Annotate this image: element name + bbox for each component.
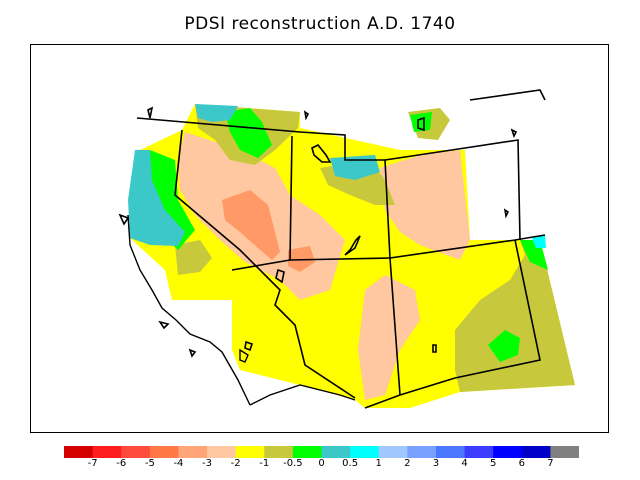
pdsi-region-moderate-dry-south	[358, 275, 420, 400]
legend-swatch	[149, 446, 179, 458]
legend-tick-label: -1	[259, 458, 270, 469]
pdsi-region-moderate-dry-east	[380, 150, 470, 260]
legend-swatch	[435, 446, 466, 458]
legend-tick-labels: -7 -6 -5 -4 -3 -2 -1 -0.5 0 0.5 1 2 3 4 5 6 7	[0, 458, 640, 474]
legend-swatch	[378, 446, 408, 458]
pdsi-region-wet-north	[330, 155, 380, 180]
legend-swatch	[64, 446, 94, 458]
legend-swatch	[350, 446, 380, 458]
lakes-and-islands	[118, 106, 518, 358]
legend-tick-label: -3	[202, 458, 213, 469]
legend-swatch	[235, 446, 265, 458]
legend-tick-label: -4	[173, 458, 184, 469]
legend-tick-label: 1	[375, 458, 382, 469]
legend-swatch	[493, 446, 523, 458]
legend-tick-label: 3	[432, 458, 440, 469]
pdsi-region-wet-nw	[195, 104, 238, 122]
chart-title: PDSI reconstruction A.D. 1740	[184, 14, 456, 34]
pdsi-region-wet-coast	[128, 150, 185, 246]
pdsi-region-wet-sliver	[532, 235, 546, 248]
legend-tick-label: -0.5	[283, 458, 303, 469]
pdsi-region-olive-se	[455, 240, 575, 392]
pdsi-map	[118, 89, 575, 409]
legend-tick-label: -6	[116, 458, 127, 469]
legend-swatch	[92, 446, 122, 458]
legend-tick-label: 5	[489, 458, 497, 469]
legend-swatch	[264, 446, 294, 458]
legend-tick-label: 0	[318, 458, 325, 469]
legend-swatch	[550, 446, 579, 458]
legend-swatch	[521, 446, 551, 458]
legend-swatch	[121, 446, 151, 458]
legend-swatch	[207, 446, 237, 458]
pdsi-region-dry-core	[222, 190, 280, 260]
legend-tick-label: -5	[144, 458, 155, 469]
coastline	[127, 214, 356, 406]
legend-tick-label: 6	[518, 458, 525, 469]
state-boundaries	[136, 89, 546, 409]
pdsi-region-olive-west	[175, 240, 212, 275]
legend-swatch	[292, 446, 322, 458]
color-legend	[64, 446, 579, 458]
legend-tick-label: 2	[404, 458, 411, 469]
legend-swatch	[407, 446, 437, 458]
legend-tick-label: 4	[461, 458, 468, 469]
legend-tick-label: -7	[87, 458, 98, 469]
legend-swatch	[321, 446, 351, 458]
legend-tick-label: -2	[230, 458, 241, 469]
pdsi-region-green-se	[488, 330, 520, 362]
legend-tick-label: 0.5	[342, 458, 359, 469]
legend-swatch	[464, 446, 494, 458]
legend-tick-label: 7	[547, 458, 554, 469]
legend-swatch	[178, 446, 208, 458]
pdsi-region-green-nw	[225, 108, 272, 158]
pdsi-region-green-n	[410, 112, 432, 132]
